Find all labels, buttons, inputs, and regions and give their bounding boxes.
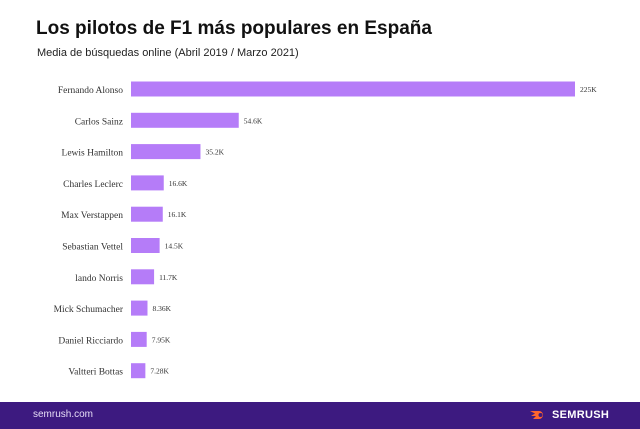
semrush-logo: SEMRUSH [530, 409, 609, 421]
bar [131, 363, 146, 379]
data-label: 7.95K [152, 335, 171, 344]
category-label: Daniel Ricciardo [58, 336, 123, 346]
data-label: 7.28K [150, 367, 169, 376]
category-label: Sebastian Vettel [62, 243, 123, 253]
bar [131, 81, 575, 97]
bar [131, 300, 148, 316]
data-label: 8.36K [152, 304, 171, 313]
bar [131, 238, 160, 253]
chart-title: Los pilotos de F1 más populares en Españ… [36, 18, 432, 39]
chart-subtitle: Media de búsquedas online (Abril 2019 / … [37, 47, 299, 59]
data-label: 54.6K [244, 116, 263, 125]
bar [131, 331, 147, 347]
data-label: 11.7K [159, 273, 178, 282]
data-label: 14.5K [165, 242, 184, 251]
data-label: 16.1K [168, 210, 187, 219]
category-label: Fernando Alonso [58, 86, 123, 96]
semrush-flame-icon [530, 411, 543, 419]
bar [131, 175, 164, 191]
category-label: lando Norris [75, 274, 123, 284]
data-label: 225K [580, 85, 597, 94]
category-label: Valtteri Bottas [68, 368, 123, 378]
bar [131, 269, 155, 285]
category-label: Carlos Sainz [75, 117, 123, 127]
data-label: 35.2K [205, 148, 224, 157]
category-label: Lewis Hamilton [62, 149, 124, 159]
bar [131, 144, 201, 160]
category-label: Max Verstappen [61, 211, 123, 221]
footer-site-link[interactable]: semrush.com [33, 409, 94, 420]
category-label: Charles Leclerc [63, 180, 123, 190]
data-label: 16.6K [169, 179, 188, 188]
bar [131, 206, 163, 222]
bar [131, 112, 239, 128]
bar-chart: Fernando Alonso 225K Carlos Sainz 54.6K Lewi… [54, 81, 597, 379]
category-label: Mick Schumacher [54, 305, 124, 315]
brand-name: SEMRUSH [552, 409, 610, 421]
footer: semrush.com SEMRUSH [0, 402, 640, 429]
